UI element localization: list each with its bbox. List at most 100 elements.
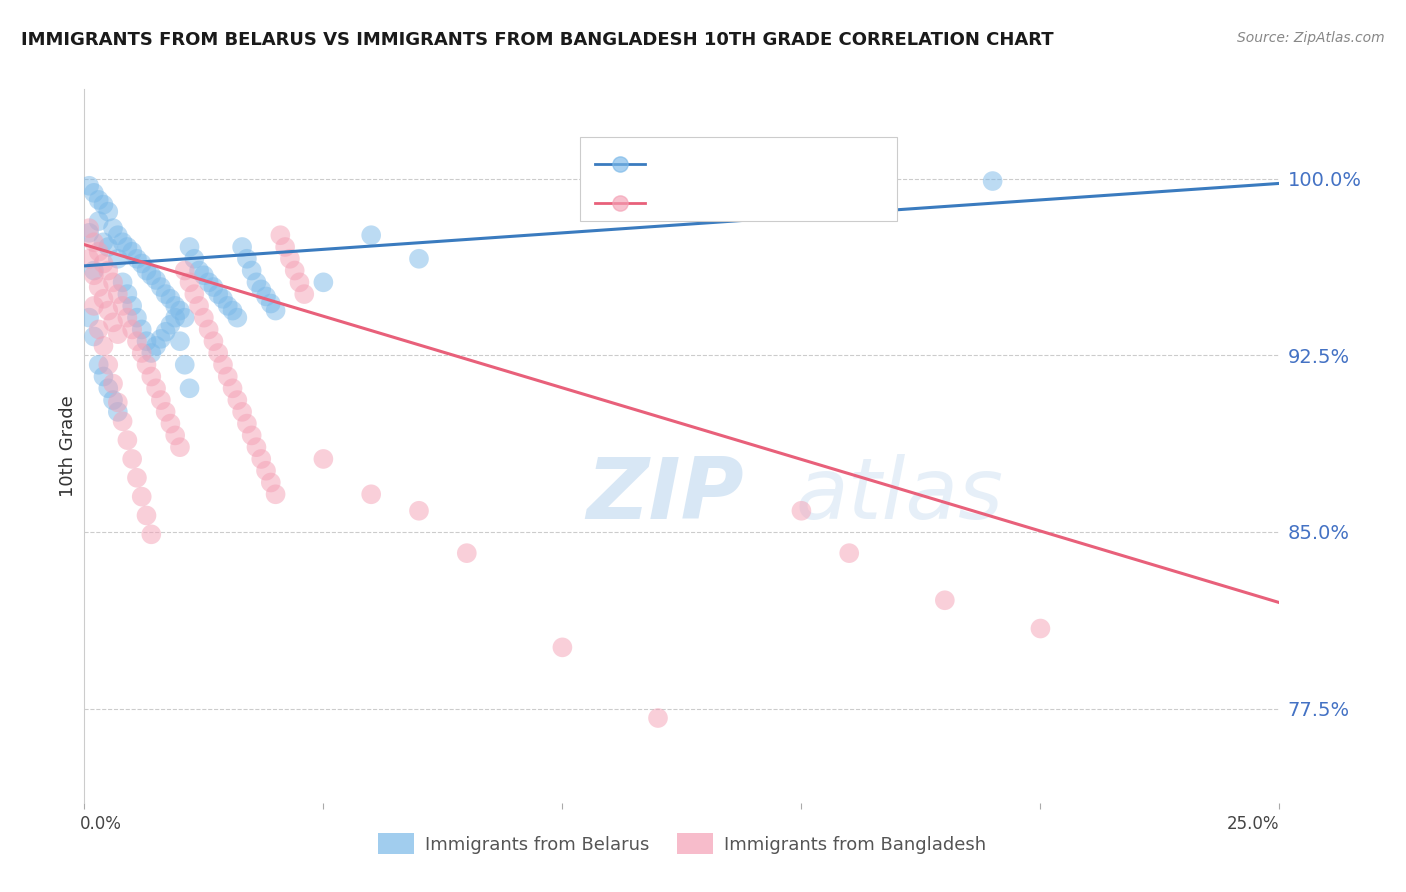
Point [97,303,120,318]
Point [125,252,148,266]
Point [159,292,181,306]
Point [107,252,129,266]
Point [107,405,129,419]
Point [83,268,105,283]
Point [101,221,124,235]
Point [149,393,172,408]
Point [97,381,120,395]
Point [93,197,115,211]
Point [231,240,253,254]
Point [125,310,148,325]
Point [221,381,243,395]
Point [131,256,153,270]
Point [360,487,382,501]
Point [125,471,148,485]
Point [77,226,100,240]
FancyBboxPatch shape [581,137,897,221]
Point [87,358,110,372]
Point [145,381,167,395]
Point [284,263,307,277]
Point [141,346,163,360]
Point [135,263,157,277]
Point [202,280,225,294]
Legend: Immigrants from Belarus, Immigrants from Bangladesh: Immigrants from Belarus, Immigrants from… [371,826,993,862]
Point [288,276,311,290]
Point [87,193,110,207]
Point [169,440,191,454]
Point [193,268,215,283]
Point [121,322,143,336]
Point [1029,622,1052,636]
Y-axis label: 10th Grade: 10th Grade [59,395,77,497]
Point [135,334,157,349]
Text: ZIP: ZIP [586,454,744,538]
Point [87,280,110,294]
Point [131,346,153,360]
Point [87,322,110,336]
Point [121,244,143,259]
Point [360,228,382,243]
Point [101,393,124,408]
Point [93,339,115,353]
Point [173,263,195,277]
Point [217,299,239,313]
Point [97,358,120,372]
Point [292,287,315,301]
Point [107,327,129,342]
Point [212,358,235,372]
Point [111,414,134,428]
Point [551,640,574,655]
Point [173,358,195,372]
Point [226,393,249,408]
Point [93,256,115,270]
Point [77,252,100,266]
Point [93,235,115,250]
Point [240,428,263,442]
Point [264,303,287,318]
Text: Source: ZipAtlas.com: Source: ZipAtlas.com [1237,31,1385,45]
Point [107,228,129,243]
Point [838,546,860,560]
Text: 0.0%: 0.0% [80,814,121,832]
Point [188,263,211,277]
Point [77,221,100,235]
Point [217,369,239,384]
Point [981,174,1004,188]
Point [97,204,120,219]
Point [408,252,430,266]
Point [121,452,143,467]
Point [101,376,124,391]
Point [117,240,139,254]
Point [202,334,225,349]
Point [107,287,129,301]
Point [145,273,167,287]
Point [183,252,205,266]
Point [254,289,277,303]
Point [83,329,105,343]
Point [165,310,187,325]
Text: IMMIGRANTS FROM BELARUS VS IMMIGRANTS FROM BANGLADESH 10TH GRADE CORRELATION CHA: IMMIGRANTS FROM BELARUS VS IMMIGRANTS FR… [21,31,1053,49]
Point [169,303,191,318]
Point [456,546,478,560]
Point [83,263,105,277]
Point [141,369,163,384]
Point [173,310,195,325]
Point [141,268,163,283]
Point [269,228,291,243]
Point [245,440,267,454]
Point [83,299,105,313]
Text: 25.0%: 25.0% [1227,814,1279,832]
Point [274,240,297,254]
Point [212,292,235,306]
Point [135,508,157,523]
Point [240,263,263,277]
Text: atlas: atlas [796,454,1004,538]
Point [260,296,283,310]
Point [197,276,219,290]
Point [83,235,105,250]
Point [264,487,287,501]
Point [254,464,277,478]
Point [97,263,120,277]
Point [245,276,267,290]
Point [408,504,430,518]
